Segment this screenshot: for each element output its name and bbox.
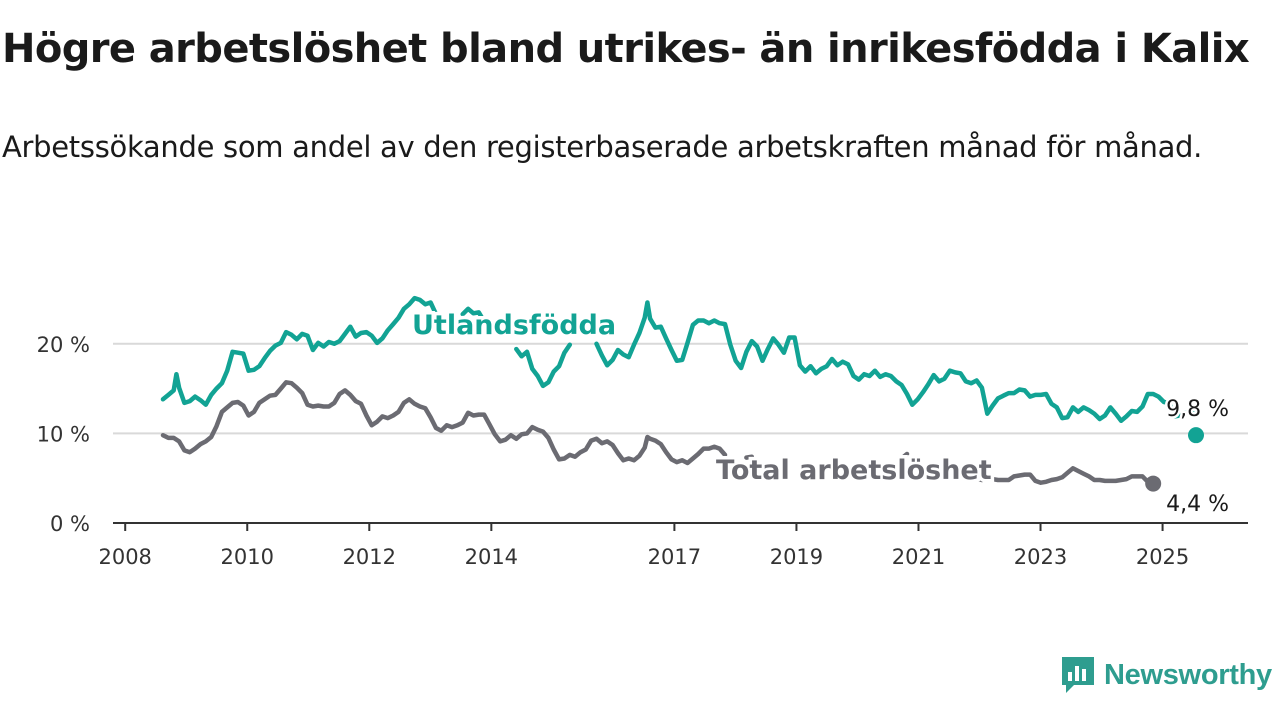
gridlines — [113, 342, 1248, 435]
series-label-utlandsfodda: Utlandsfödda — [412, 310, 616, 341]
series-label-total: Total arbetslöshet — [716, 455, 992, 486]
x-tick-label: 2017 — [648, 545, 701, 569]
bar-chart-icon — [1062, 657, 1094, 693]
line-chart: 0 % 10 % 20 % 2008 2010 2012 2014 2017 2019 2021… — [37, 295, 1248, 569]
x-tick-label: 2012 — [343, 545, 396, 569]
y-tick-label: 20 % — [37, 333, 90, 357]
x-tick-label: 2025 — [1136, 545, 1189, 569]
y-tick-label: 0 % — [50, 512, 90, 536]
series-layer — [160, 295, 1204, 492]
labels-layer: 9,8 % 4,4 % Utlandsfödda Total arbetslöshet — [409, 307, 1232, 520]
x-tick-label: 2010 — [221, 545, 274, 569]
y-tick-label: 10 % — [37, 422, 90, 446]
end-label-total: 4,4 % — [1166, 492, 1229, 517]
brand-name: Newsworthy — [1104, 658, 1272, 691]
x-tick-label: 2014 — [465, 545, 518, 569]
series-line-utlandsfodda — [160, 295, 1199, 424]
x-tick-label: 2019 — [770, 545, 823, 569]
chart-subtitle: Arbetssökande som andel av den registerb… — [2, 130, 1203, 164]
end-label-utlandsfodda: 9,8 % — [1166, 397, 1229, 422]
chart-title: Högre arbetslöshet bland utrikes- än inr… — [2, 26, 1250, 72]
end-point-utlandsfodda — [1188, 427, 1204, 444]
series-line-total — [160, 380, 1156, 486]
x-tick-label: 2021 — [892, 545, 945, 569]
x-tick-label: 2008 — [98, 545, 151, 569]
end-point-total — [1145, 475, 1162, 492]
x-axis: 2008 2010 2012 2014 2017 2019 2021 2023 2025 — [98, 523, 1189, 569]
newsworthy-logo: Newsworthy — [1060, 655, 1272, 695]
y-axis: 0 % 10 % 20 % — [37, 333, 90, 536]
x-tick-label: 2023 — [1014, 545, 1067, 569]
